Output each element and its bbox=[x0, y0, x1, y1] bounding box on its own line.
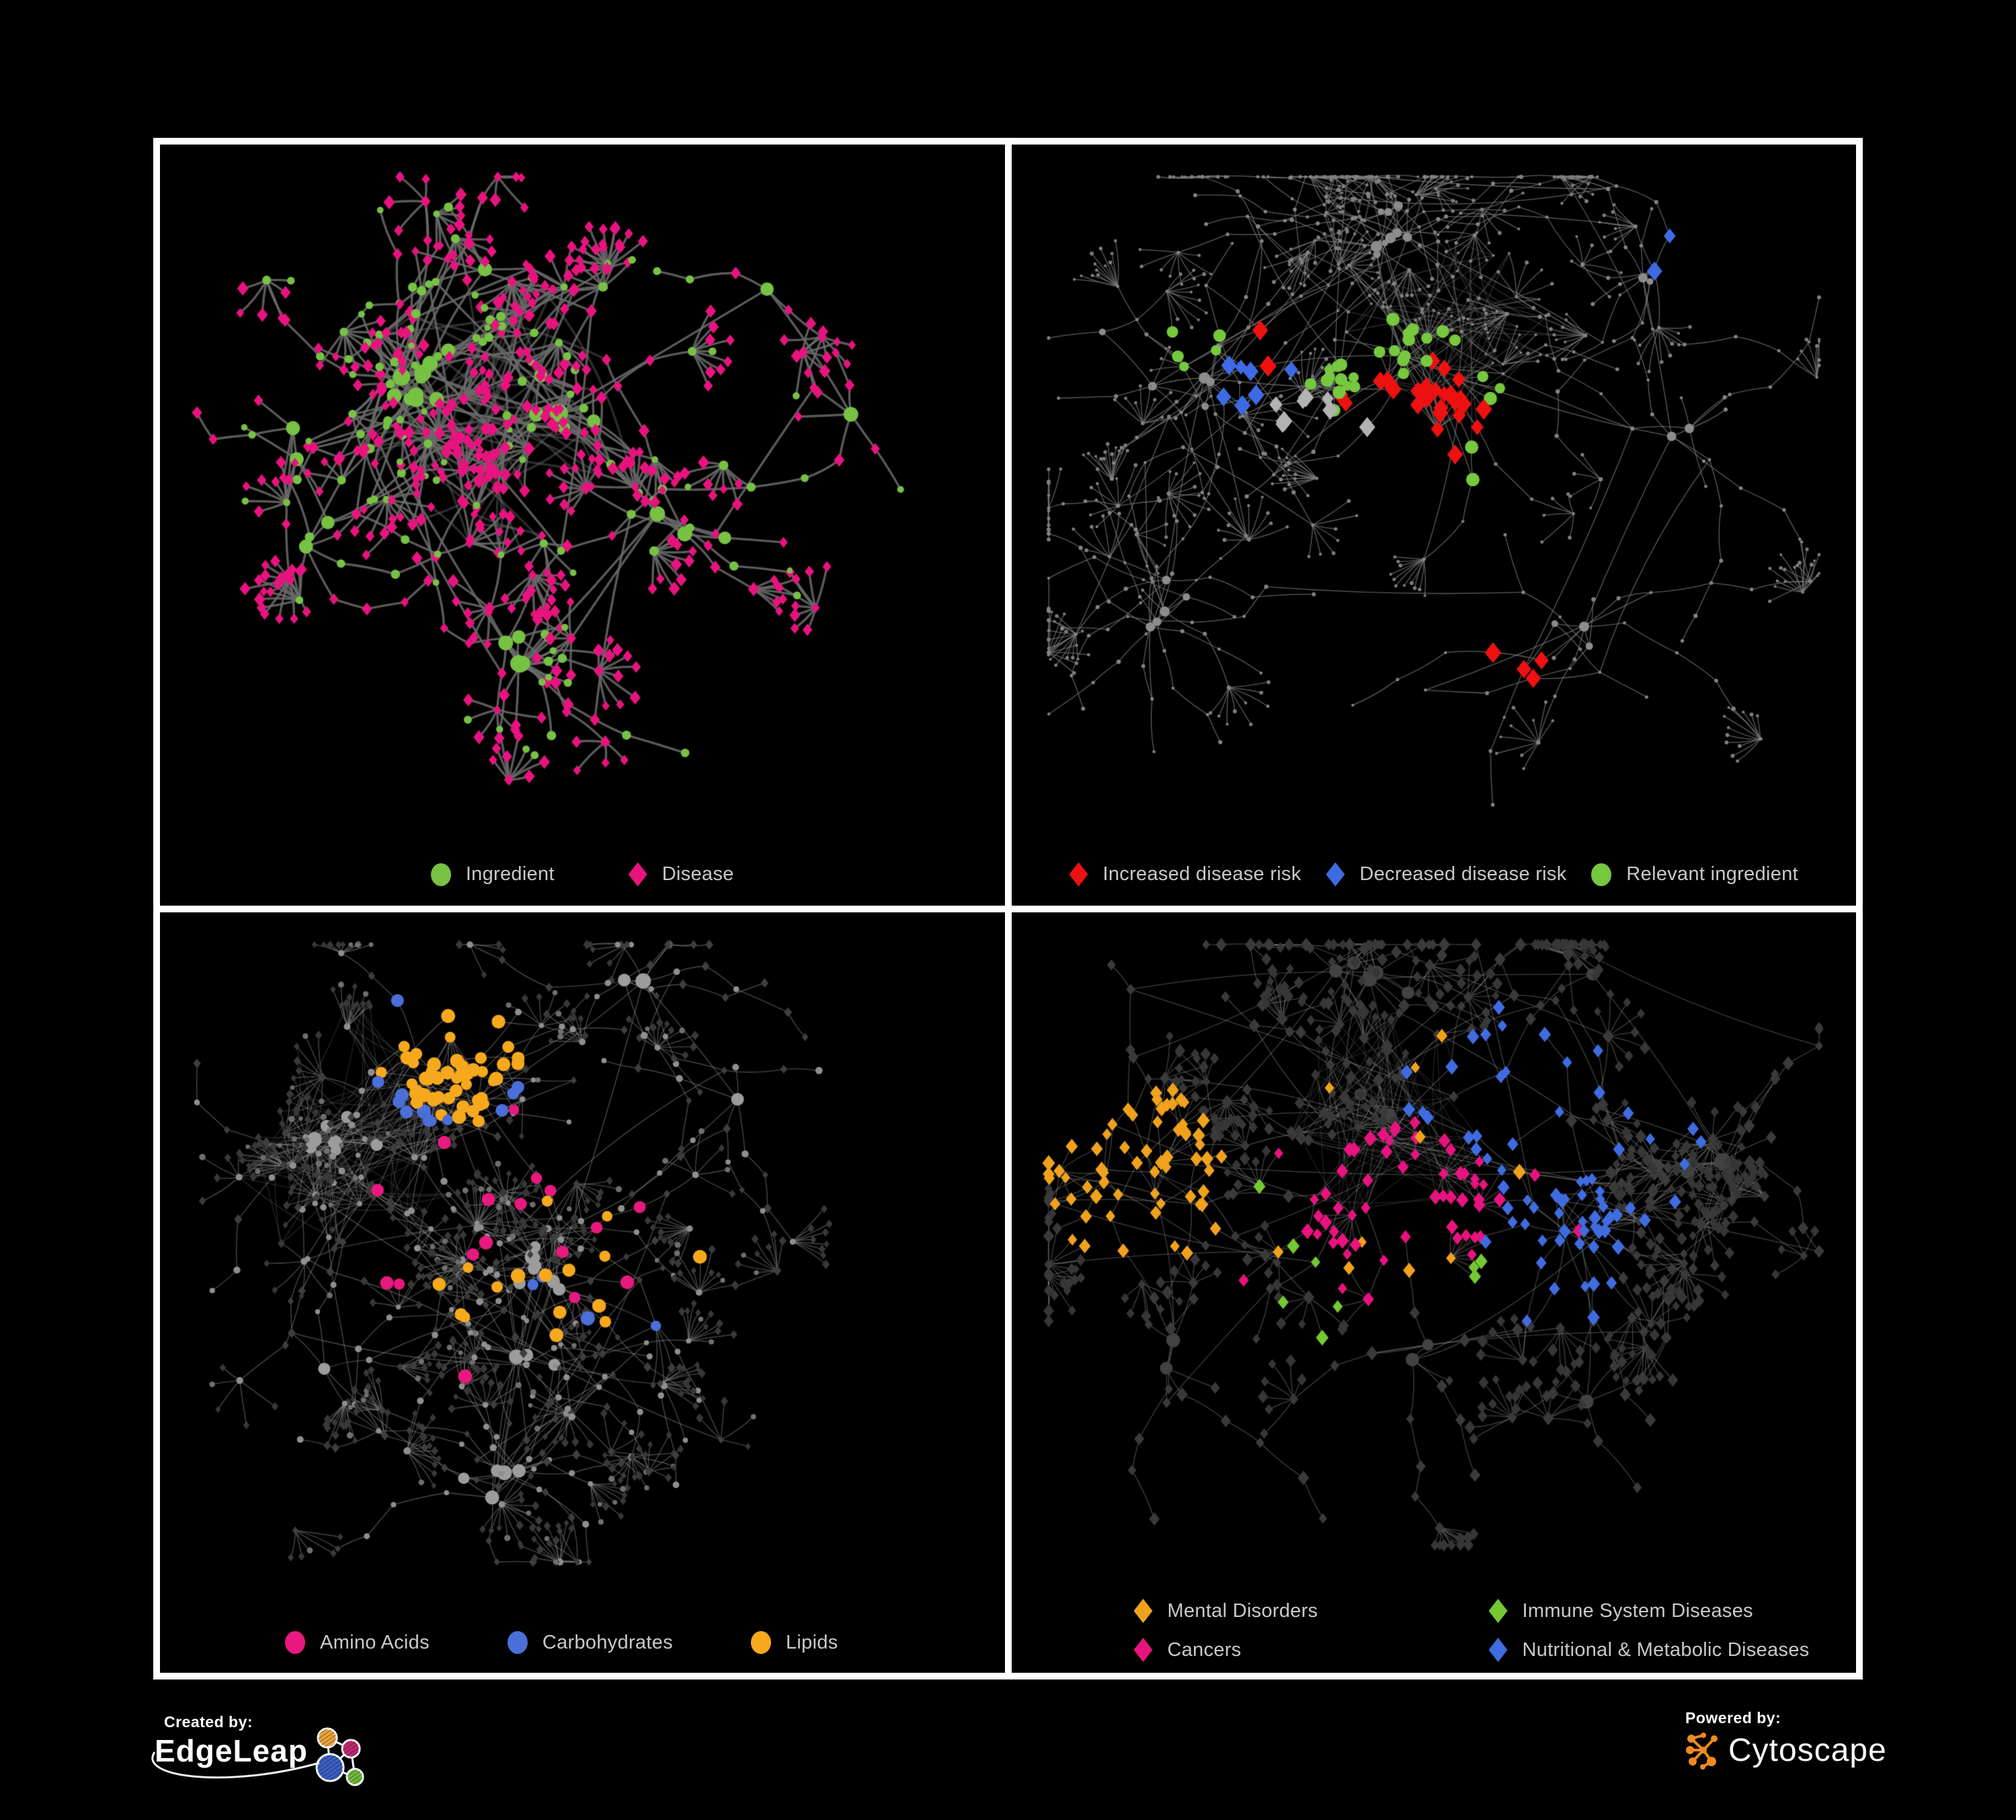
legend-item-mental-disorders: Mental Disorders bbox=[1133, 1599, 1415, 1623]
powered-by-label: Powered by: bbox=[1685, 1709, 1781, 1727]
legend-label: Amino Acids bbox=[320, 1631, 430, 1653]
legend-label: Ingredient bbox=[465, 863, 555, 885]
cytoscape-credit: Powered by: Cytoscape bbox=[1684, 1709, 1966, 1790]
circle-swatch bbox=[430, 863, 451, 886]
legend-ingredient-disease: Ingredient Disease bbox=[160, 862, 1005, 887]
legend-label: Carbohydrates bbox=[542, 1631, 673, 1653]
legend-label: Cancers bbox=[1167, 1638, 1242, 1661]
legend-item-ingredient: Ingredient bbox=[430, 863, 555, 886]
legend-item-lipids: Lipids bbox=[751, 1631, 838, 1654]
diamond-swatch bbox=[1488, 1599, 1508, 1623]
panel-ingredient-disease: Ingredient Disease bbox=[157, 141, 1008, 909]
legend-label: Increased disease risk bbox=[1102, 863, 1301, 885]
created-by-label: Created by: bbox=[164, 1713, 253, 1731]
legend-label: Lipids bbox=[786, 1631, 838, 1653]
legend-label: Nutritional & Metabolic Diseases bbox=[1522, 1638, 1810, 1661]
circle-swatch bbox=[1591, 863, 1612, 886]
legend-item-nutritional-metabolic-diseases: Nutritional & Metabolic Diseases bbox=[1488, 1638, 1810, 1662]
legend-label: Relevant ingredient bbox=[1626, 863, 1798, 885]
network-canvas-disease-risk bbox=[1011, 145, 1856, 906]
legend-item-carbohydrates: Carbohydrates bbox=[507, 1631, 673, 1654]
legend-item-cancers: Cancers bbox=[1133, 1638, 1415, 1662]
legend-label: Disease bbox=[661, 863, 734, 885]
cytoscape-network-icon bbox=[1686, 1733, 1718, 1770]
circle-swatch bbox=[285, 1631, 305, 1654]
circle-swatch bbox=[507, 1631, 528, 1654]
edgeleap-wordmark: EdgeLeap bbox=[155, 1733, 308, 1768]
diamond-swatch bbox=[1133, 1638, 1153, 1662]
diamond-swatch bbox=[1133, 1599, 1153, 1623]
diamond-swatch bbox=[628, 862, 647, 887]
legend-item-immune-system-diseases: Immune System Diseases bbox=[1488, 1599, 1810, 1623]
panel-nutrient-classes: Amino Acids Carbohydrates Lipids bbox=[157, 908, 1008, 1676]
diamond-swatch bbox=[1326, 862, 1345, 887]
panel-disease-categories: Mental Disorders Immune System Diseases Ca… bbox=[1008, 908, 1859, 1676]
legend-label: Decreased disease risk bbox=[1359, 863, 1567, 885]
edgeleap-credit: Created by: EdgeLeap bbox=[151, 1713, 397, 1801]
network-canvas-nutrient-classes bbox=[160, 912, 1005, 1673]
network-canvas-disease-categories bbox=[1011, 912, 1856, 1673]
legend-label: Mental Disorders bbox=[1167, 1599, 1318, 1622]
legend-item-relevant-ingredient: Relevant ingredient bbox=[1591, 863, 1798, 886]
legend-disease-categories: Mental Disorders Immune System Diseases Ca… bbox=[1012, 1599, 1857, 1662]
cytoscape-wordmark: Cytoscape bbox=[1728, 1732, 1887, 1768]
legend-disease-risk: Increased disease risk Decreased disease … bbox=[1012, 862, 1857, 887]
legend-item-amino-acids: Amino Acids bbox=[285, 1631, 430, 1654]
edgeleap-logo: EdgeLeap bbox=[155, 1727, 397, 1792]
network-canvas-ingredient-disease bbox=[160, 145, 1005, 906]
legend-nutrient-classes: Amino Acids Carbohydrates Lipids bbox=[160, 1631, 1005, 1654]
edgeleap-network-icon bbox=[315, 1727, 364, 1786]
diamond-swatch bbox=[1069, 862, 1088, 887]
legend-label: Immune System Diseases bbox=[1522, 1599, 1753, 1622]
circle-swatch bbox=[751, 1631, 771, 1654]
diamond-swatch bbox=[1488, 1638, 1508, 1662]
legend-item-increased-disease-risk: Increased disease risk bbox=[1069, 862, 1301, 887]
legend-item-decreased-disease-risk: Decreased disease risk bbox=[1326, 862, 1567, 887]
panel-grid: Ingredient Disease Increased disease risk… bbox=[157, 141, 1859, 1676]
legend-item-disease: Disease bbox=[628, 862, 734, 887]
cytoscape-logo: Cytoscape bbox=[1684, 1730, 1966, 1770]
panel-disease-risk: Increased disease risk Decreased disease … bbox=[1008, 141, 1859, 909]
